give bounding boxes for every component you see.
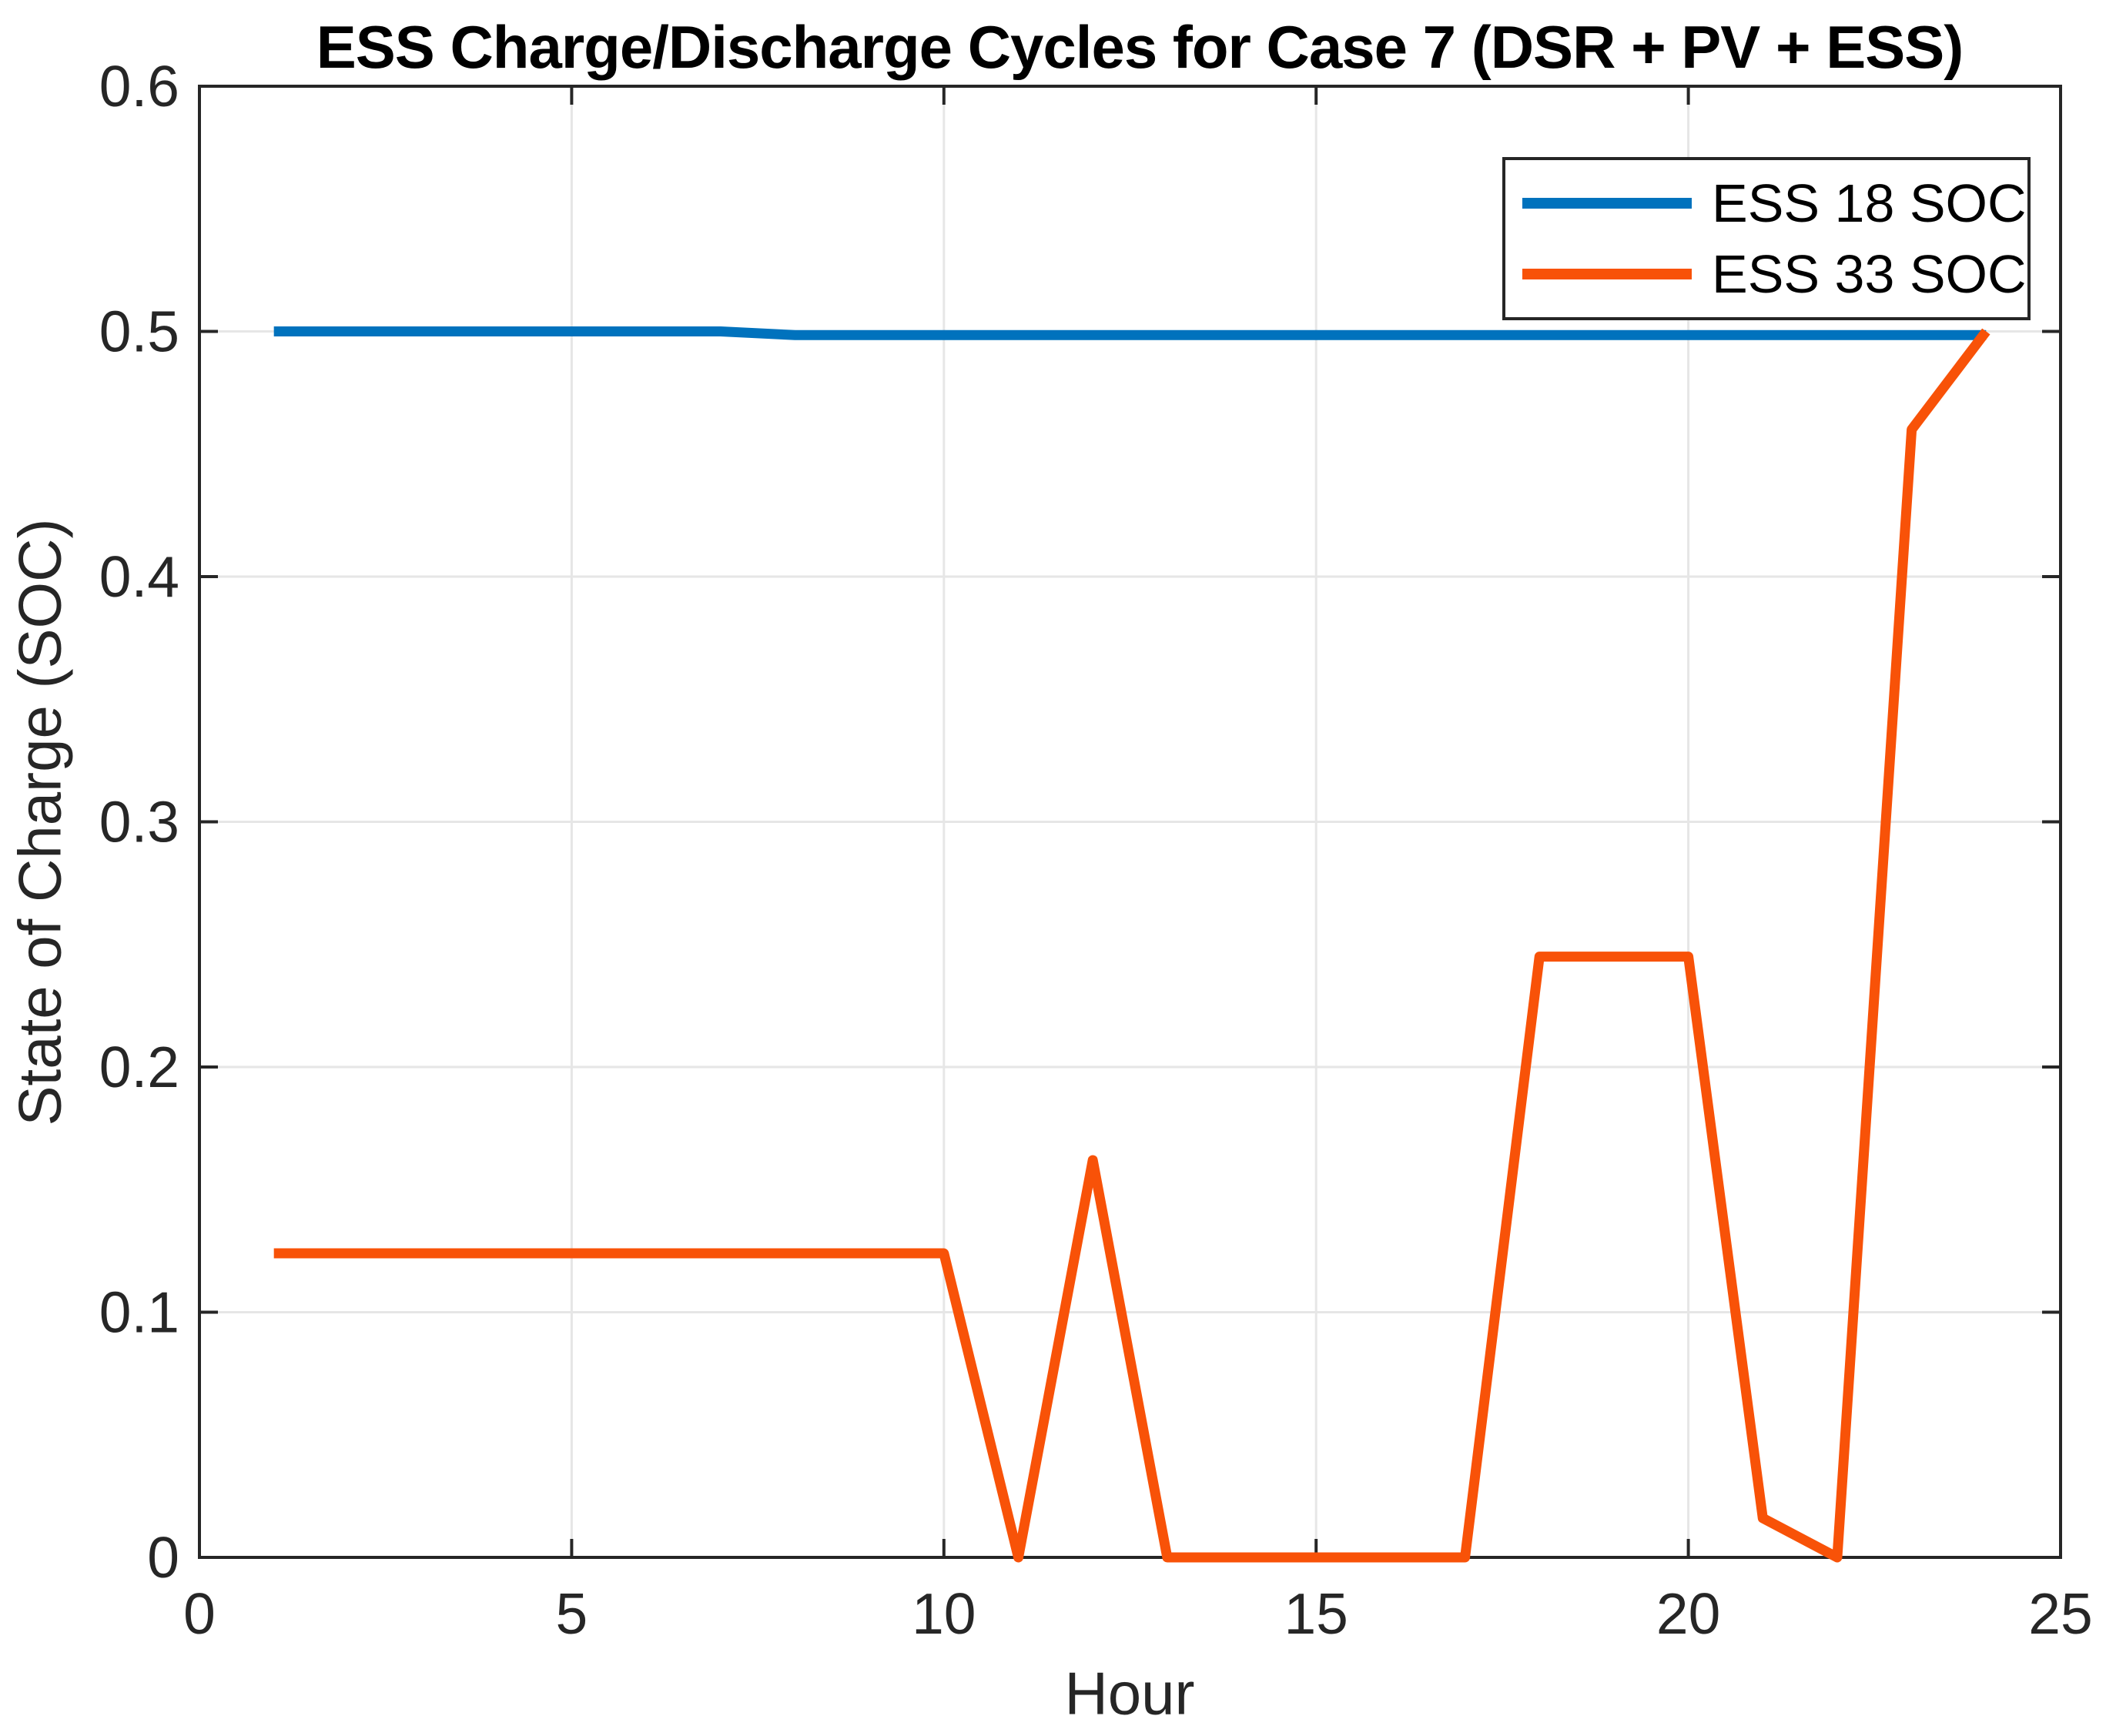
series-ess-33-soc bbox=[273, 328, 1990, 1563]
legend-entry-ess33: ESS 33 SOC bbox=[1522, 247, 2027, 301]
y-tick-label: 0.2 bbox=[99, 1035, 179, 1099]
series-ess-18-soc bbox=[273, 326, 1987, 340]
x-axis-label: Hour bbox=[1064, 1659, 1195, 1728]
x-tick-label: 15 bbox=[1284, 1581, 1348, 1646]
x-tick-label: 25 bbox=[2028, 1581, 2092, 1646]
tick-labels: 0 5 10 15 20 25 0 0.1 0.2 0.3 0.4 0.5 0.6 bbox=[99, 54, 2093, 1646]
legend-line-swatch-orange bbox=[1522, 268, 1692, 279]
y-tick-label: 0.4 bbox=[99, 544, 179, 609]
legend-label: ESS 33 SOC bbox=[1712, 243, 2027, 304]
x-tick-label: 0 bbox=[183, 1581, 216, 1646]
legend-entry-ess18: ESS 18 SOC bbox=[1522, 176, 2027, 230]
x-tick-label: 10 bbox=[912, 1581, 976, 1646]
y-tick-label: 0.6 bbox=[99, 54, 179, 119]
x-tick-label: 20 bbox=[1656, 1581, 1720, 1646]
chart-title: ESS Charge/Discharge Cycles for Case 7 (… bbox=[316, 13, 1964, 81]
legend-line-swatch-blue bbox=[1522, 198, 1692, 209]
y-axis-label: State of Charge (SOC) bbox=[5, 518, 74, 1126]
tick-marks bbox=[198, 85, 2062, 1559]
y-tick-label: 0.5 bbox=[99, 299, 179, 364]
legend-label: ESS 18 SOC bbox=[1712, 173, 2027, 234]
y-tick-label: 0.3 bbox=[99, 790, 179, 855]
legend-box: ESS 18 SOC ESS 33 SOC bbox=[1502, 157, 2031, 320]
y-tick-label: 0 bbox=[147, 1525, 179, 1590]
x-tick-label: 5 bbox=[556, 1581, 588, 1646]
y-tick-label: 0.1 bbox=[99, 1280, 179, 1345]
